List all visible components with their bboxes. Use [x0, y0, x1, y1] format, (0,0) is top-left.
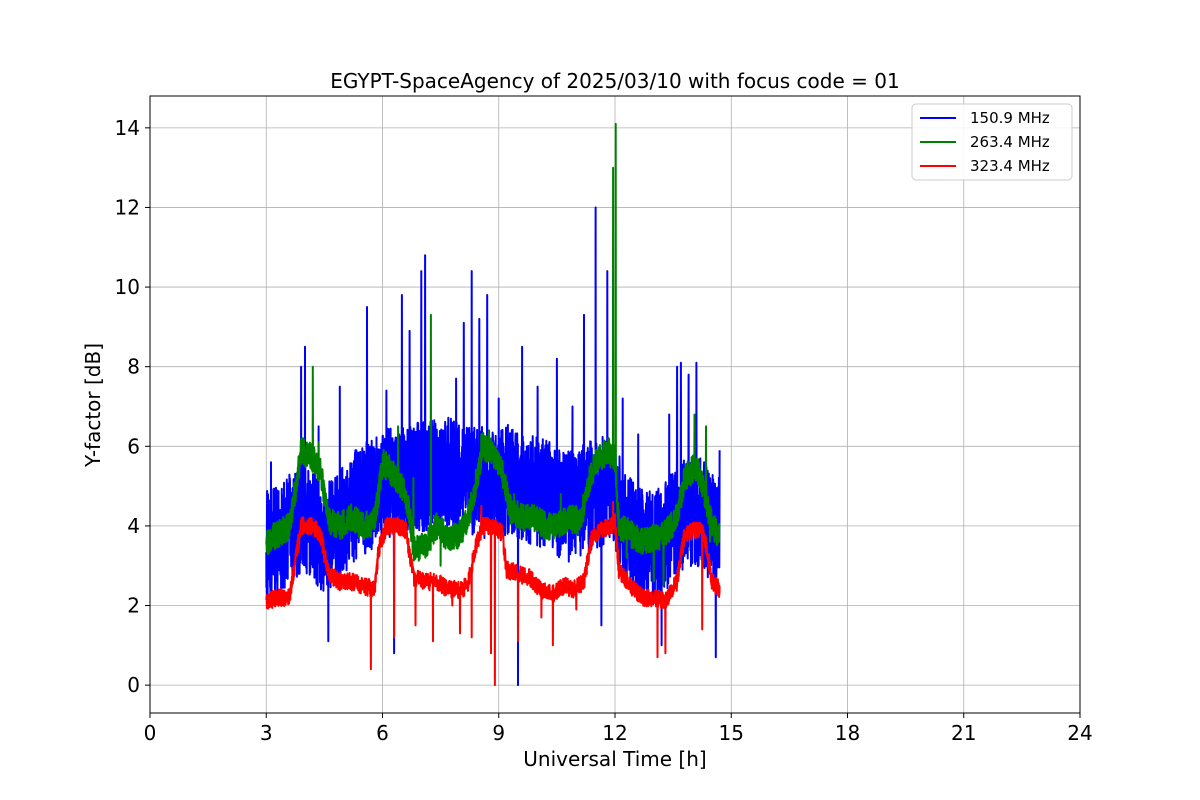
x-tick-label: 18 — [835, 721, 860, 745]
chart-title: EGYPT-SpaceAgency of 2025/03/10 with foc… — [330, 69, 899, 93]
y-tick-label: 8 — [127, 355, 140, 379]
y-axis-label: Y-factor [dB] — [81, 343, 105, 468]
legend-entry: 263.4 MHz — [970, 133, 1050, 151]
x-tick-label: 21 — [951, 721, 976, 745]
x-tick-label: 9 — [492, 721, 505, 745]
legend-entry: 323.4 MHz — [970, 157, 1050, 175]
x-axis-label: Universal Time [h] — [523, 747, 706, 771]
y-tick-label: 0 — [127, 673, 140, 697]
x-tick-label: 15 — [719, 721, 744, 745]
series-layer — [265, 122, 721, 687]
x-tick-label: 12 — [602, 721, 627, 745]
y-tick-label: 6 — [127, 434, 140, 458]
x-tick-label: 0 — [144, 721, 157, 745]
series-line — [265, 501, 721, 687]
x-tick-label: 24 — [1067, 721, 1092, 745]
legend-box — [911, 103, 1073, 181]
legend: 150.9 MHz 263.4 MHz 323.4 MHz — [911, 103, 1073, 181]
y-tick-label: 12 — [115, 195, 140, 219]
series-line — [265, 206, 721, 687]
legend-entry: 150.9 MHz — [970, 109, 1050, 127]
y-tick-label: 14 — [115, 116, 140, 140]
series-line — [265, 122, 721, 587]
y-tick-label: 2 — [127, 594, 140, 618]
y-tick-label: 10 — [115, 275, 140, 299]
x-tick-label: 6 — [376, 721, 389, 745]
x-tick-label: 3 — [260, 721, 273, 745]
y-tick-label: 4 — [127, 514, 140, 538]
